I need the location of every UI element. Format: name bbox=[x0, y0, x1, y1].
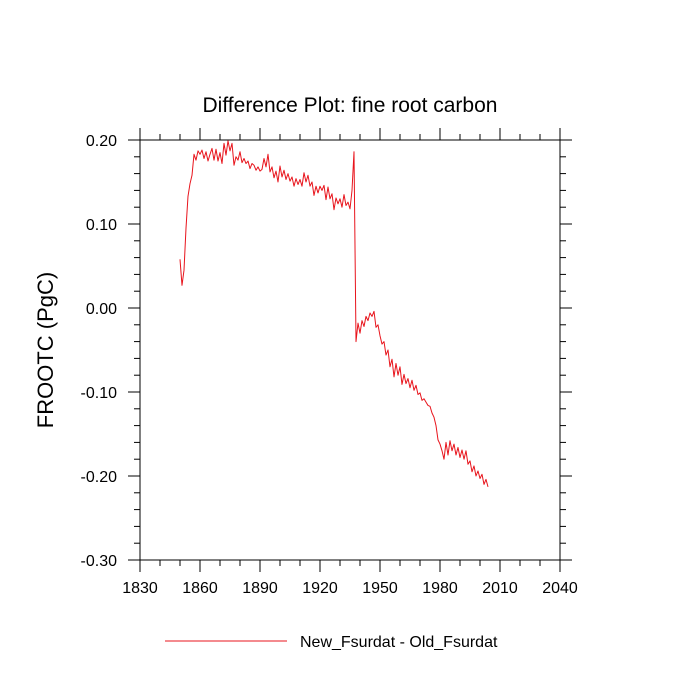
axis-ticks bbox=[128, 128, 572, 572]
x-tick-label: 1860 bbox=[182, 580, 218, 597]
y-tick-label: 0.20 bbox=[86, 133, 117, 150]
x-tick-label: 1950 bbox=[362, 580, 398, 597]
legend: New_Fsurdat - Old_Fsurdat bbox=[165, 634, 498, 651]
x-tick-label: 1980 bbox=[422, 580, 458, 597]
y-axis-label: FROOTC (PgC) bbox=[33, 272, 58, 428]
plot-frame bbox=[139, 139, 561, 561]
x-tick-label: 2040 bbox=[542, 580, 578, 597]
x-tick-label: 2010 bbox=[482, 580, 518, 597]
chart-title: Difference Plot: fine root carbon bbox=[203, 94, 498, 117]
y-tick-label: 0.10 bbox=[86, 217, 117, 234]
y-tick-label: -0.20 bbox=[81, 469, 118, 486]
x-tick-label: 1890 bbox=[242, 580, 278, 597]
series-line bbox=[179, 140, 489, 488]
x-tick-label: 1830 bbox=[122, 580, 158, 597]
y-tick-label: -0.10 bbox=[81, 385, 118, 402]
x-tick-label: 1920 bbox=[302, 580, 338, 597]
legend-label: New_Fsurdat - Old_Fsurdat bbox=[300, 634, 498, 651]
y-tick-label: -0.30 bbox=[81, 553, 118, 570]
axis-tick-labels: 1830 1860 1890 1920 1950 1980 2010 2040 0.20 0.10… bbox=[81, 133, 578, 597]
y-tick-label: 0.00 bbox=[86, 301, 117, 318]
